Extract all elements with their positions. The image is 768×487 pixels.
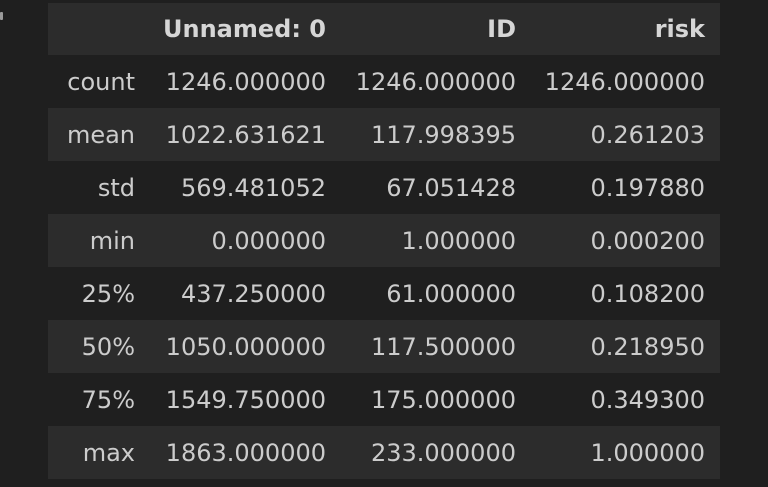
row-label: std [48,161,150,214]
table-cell: 569.481052 [150,161,341,214]
table-cell: 0.197880 [531,161,720,214]
column-header-id: ID [341,3,531,55]
row-label: max [48,426,150,479]
table-cell: 437.250000 [150,267,341,320]
index-header [48,3,150,55]
table-cell: 0.261203 [531,108,720,161]
table-cell: 0.349300 [531,373,720,426]
output-gutter-marker [0,12,3,20]
column-header-unnamed-0: Unnamed: 0 [150,3,341,55]
row-label: min [48,214,150,267]
table-cell: 175.000000 [341,373,531,426]
table-row: 50% 1050.000000 117.500000 0.218950 [48,320,720,373]
describe-output-table: Unnamed: 0 ID risk count 1246.000000 124… [48,3,720,479]
table-row: mean 1022.631621 117.998395 0.261203 [48,108,720,161]
table-cell: 1863.000000 [150,426,341,479]
table-cell: 0.108200 [531,267,720,320]
table-cell: 1050.000000 [150,320,341,373]
table-row: std 569.481052 67.051428 0.197880 [48,161,720,214]
table-cell: 1246.000000 [150,55,341,108]
table-cell: 233.000000 [341,426,531,479]
table-header-row: Unnamed: 0 ID risk [48,3,720,55]
table-cell: 117.500000 [341,320,531,373]
table-cell: 1246.000000 [341,55,531,108]
table-row: min 0.000000 1.000000 0.000200 [48,214,720,267]
row-label: count [48,55,150,108]
row-label: 25% [48,267,150,320]
table-cell: 61.000000 [341,267,531,320]
table-row: 75% 1549.750000 175.000000 0.349300 [48,373,720,426]
table-cell: 67.051428 [341,161,531,214]
table-cell: 0.000000 [150,214,341,267]
table-cell: 1.000000 [341,214,531,267]
table-cell: 1246.000000 [531,55,720,108]
table-cell: 117.998395 [341,108,531,161]
table-cell: 0.000200 [531,214,720,267]
row-label: mean [48,108,150,161]
table-cell: 1549.750000 [150,373,341,426]
table-row: 25% 437.250000 61.000000 0.108200 [48,267,720,320]
table-row: max 1863.000000 233.000000 1.000000 [48,426,720,479]
table-row: count 1246.000000 1246.000000 1246.00000… [48,55,720,108]
table-cell: 1022.631621 [150,108,341,161]
column-header-risk: risk [531,3,720,55]
row-label: 75% [48,373,150,426]
table-cell: 1.000000 [531,426,720,479]
table-cell: 0.218950 [531,320,720,373]
row-label: 50% [48,320,150,373]
